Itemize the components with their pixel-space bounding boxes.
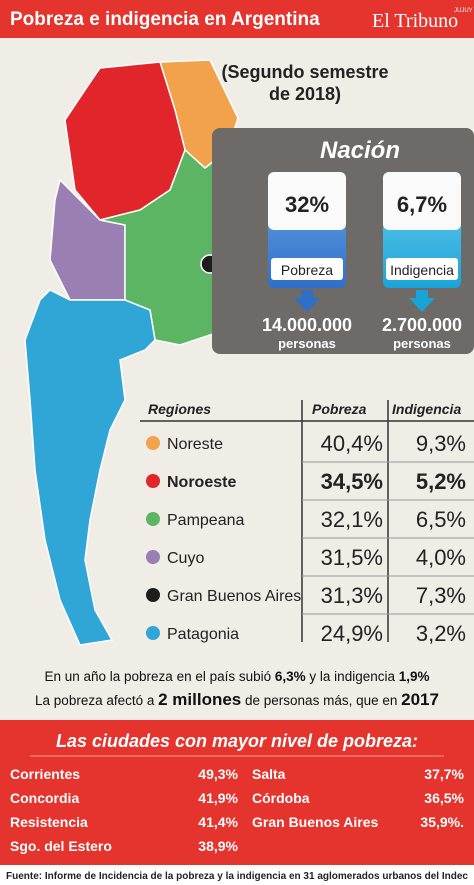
card-value: 6,7% [397,192,447,217]
card-people: 14.000.000 [262,315,352,335]
cities-title: Las ciudades con mayor nivel de pobreza: [56,731,418,751]
source: Fuente: Informe de Incidencia de la pobr… [6,871,468,882]
statement-part: de personas más, que en [241,693,401,708]
card-label: Pobreza [281,262,333,278]
region-patagonia [24,289,156,646]
indigencia-value: 5,2% [416,469,466,494]
legend-dot [146,474,160,488]
pobreza-value: 34,5% [321,469,383,494]
card-people: 2.700.000 [382,315,462,335]
city-value: 37,7% [424,766,464,782]
statement-part: En un año la pobreza en el país subió [44,669,274,684]
city-name: Salta [252,766,286,782]
city-name: Concordia [10,790,79,806]
indigencia-value: 3,2% [416,621,466,646]
city-name: Córdoba [252,790,310,806]
region-table: Regiones Pobreza Indigencia Noreste 40,4% 9,3… [140,400,474,646]
city-value: 36,5% [424,790,464,806]
legend-dot [146,588,160,602]
statement-part: 2017 [401,690,439,709]
arrow [294,290,320,312]
source-bar [0,865,474,885]
card-label: Indigencia [390,262,454,278]
card-unit: personas [393,336,451,351]
statements: En un año la pobreza en el país subió 6,… [35,669,439,709]
region-name: Pampeana [167,512,244,529]
card-top [383,172,461,230]
statement-part: 1,9% [399,669,430,684]
legend-dot [146,550,160,564]
arrow [409,290,435,312]
region-name: Noreste [167,436,223,453]
region-name: Cuyo [167,550,204,567]
nation-cards: 32%Pobreza14.000.000personas6,7%Indigenc… [262,172,462,351]
title: Pobreza e indigencia en Argentina [10,9,320,30]
legend-dot [146,436,160,450]
city-value: 38,9% [198,838,238,854]
city-name: Sgo. del Estero [10,838,112,854]
pobreza-value: 31,3% [321,583,383,608]
table-header: Pobreza [312,401,367,417]
region-name: Noroeste [167,474,236,491]
statement-part: y la indigencia [306,669,399,684]
region-name: Patagonia [167,626,239,643]
table-header: Regiones [148,401,211,417]
city-name: Corrientes [10,766,80,782]
cities-box [0,720,474,865]
header-bar [0,0,474,38]
subtitle-line: (Segundo semestre [221,62,388,82]
card-unit: personas [278,336,336,351]
city-name: Gran Buenos Aires [252,814,379,830]
statement-part: La pobreza afectó a [35,693,158,708]
statement-part: 6,3% [275,669,306,684]
logo: El Tribuno [372,10,458,32]
city-value: 35,9%. [420,814,464,830]
legend-dot [146,512,160,526]
card-label-box [386,258,458,280]
statement-part: 2 millones [158,690,241,709]
card-value: 32% [285,192,329,217]
card-label-box [271,258,343,280]
city-value: 49,3% [198,766,238,782]
pobreza-value: 31,5% [321,545,383,570]
pobreza-value: 40,4% [321,431,383,456]
statement: En un año la pobreza en el país subió 6,… [44,669,429,684]
city-value: 41,4% [198,814,238,830]
indigencia-value: 6,5% [416,507,466,532]
cities-list: Corrientes 49,3% Concordia 41,9% Resistencia… [10,766,465,854]
city-value: 41,9% [198,790,238,806]
indigencia-value: 4,0% [416,545,466,570]
statement: La pobreza afectó a 2 millones de person… [35,690,439,709]
nation-title: Nación [320,137,400,164]
table-header: Indigencia [392,401,461,417]
subtitle-line: de 2018) [269,84,341,104]
region-name: Gran Buenos Aires [167,588,301,605]
indigencia-value: 7,3% [416,583,466,608]
logo-tag: JUJUY [454,8,473,14]
card-top [268,172,346,230]
indigencia-value: 9,3% [416,431,466,456]
pobreza-value: 32,1% [321,507,383,532]
pobreza-value: 24,9% [321,621,383,646]
legend-dot [146,626,160,640]
city-name: Resistencia [10,814,88,830]
